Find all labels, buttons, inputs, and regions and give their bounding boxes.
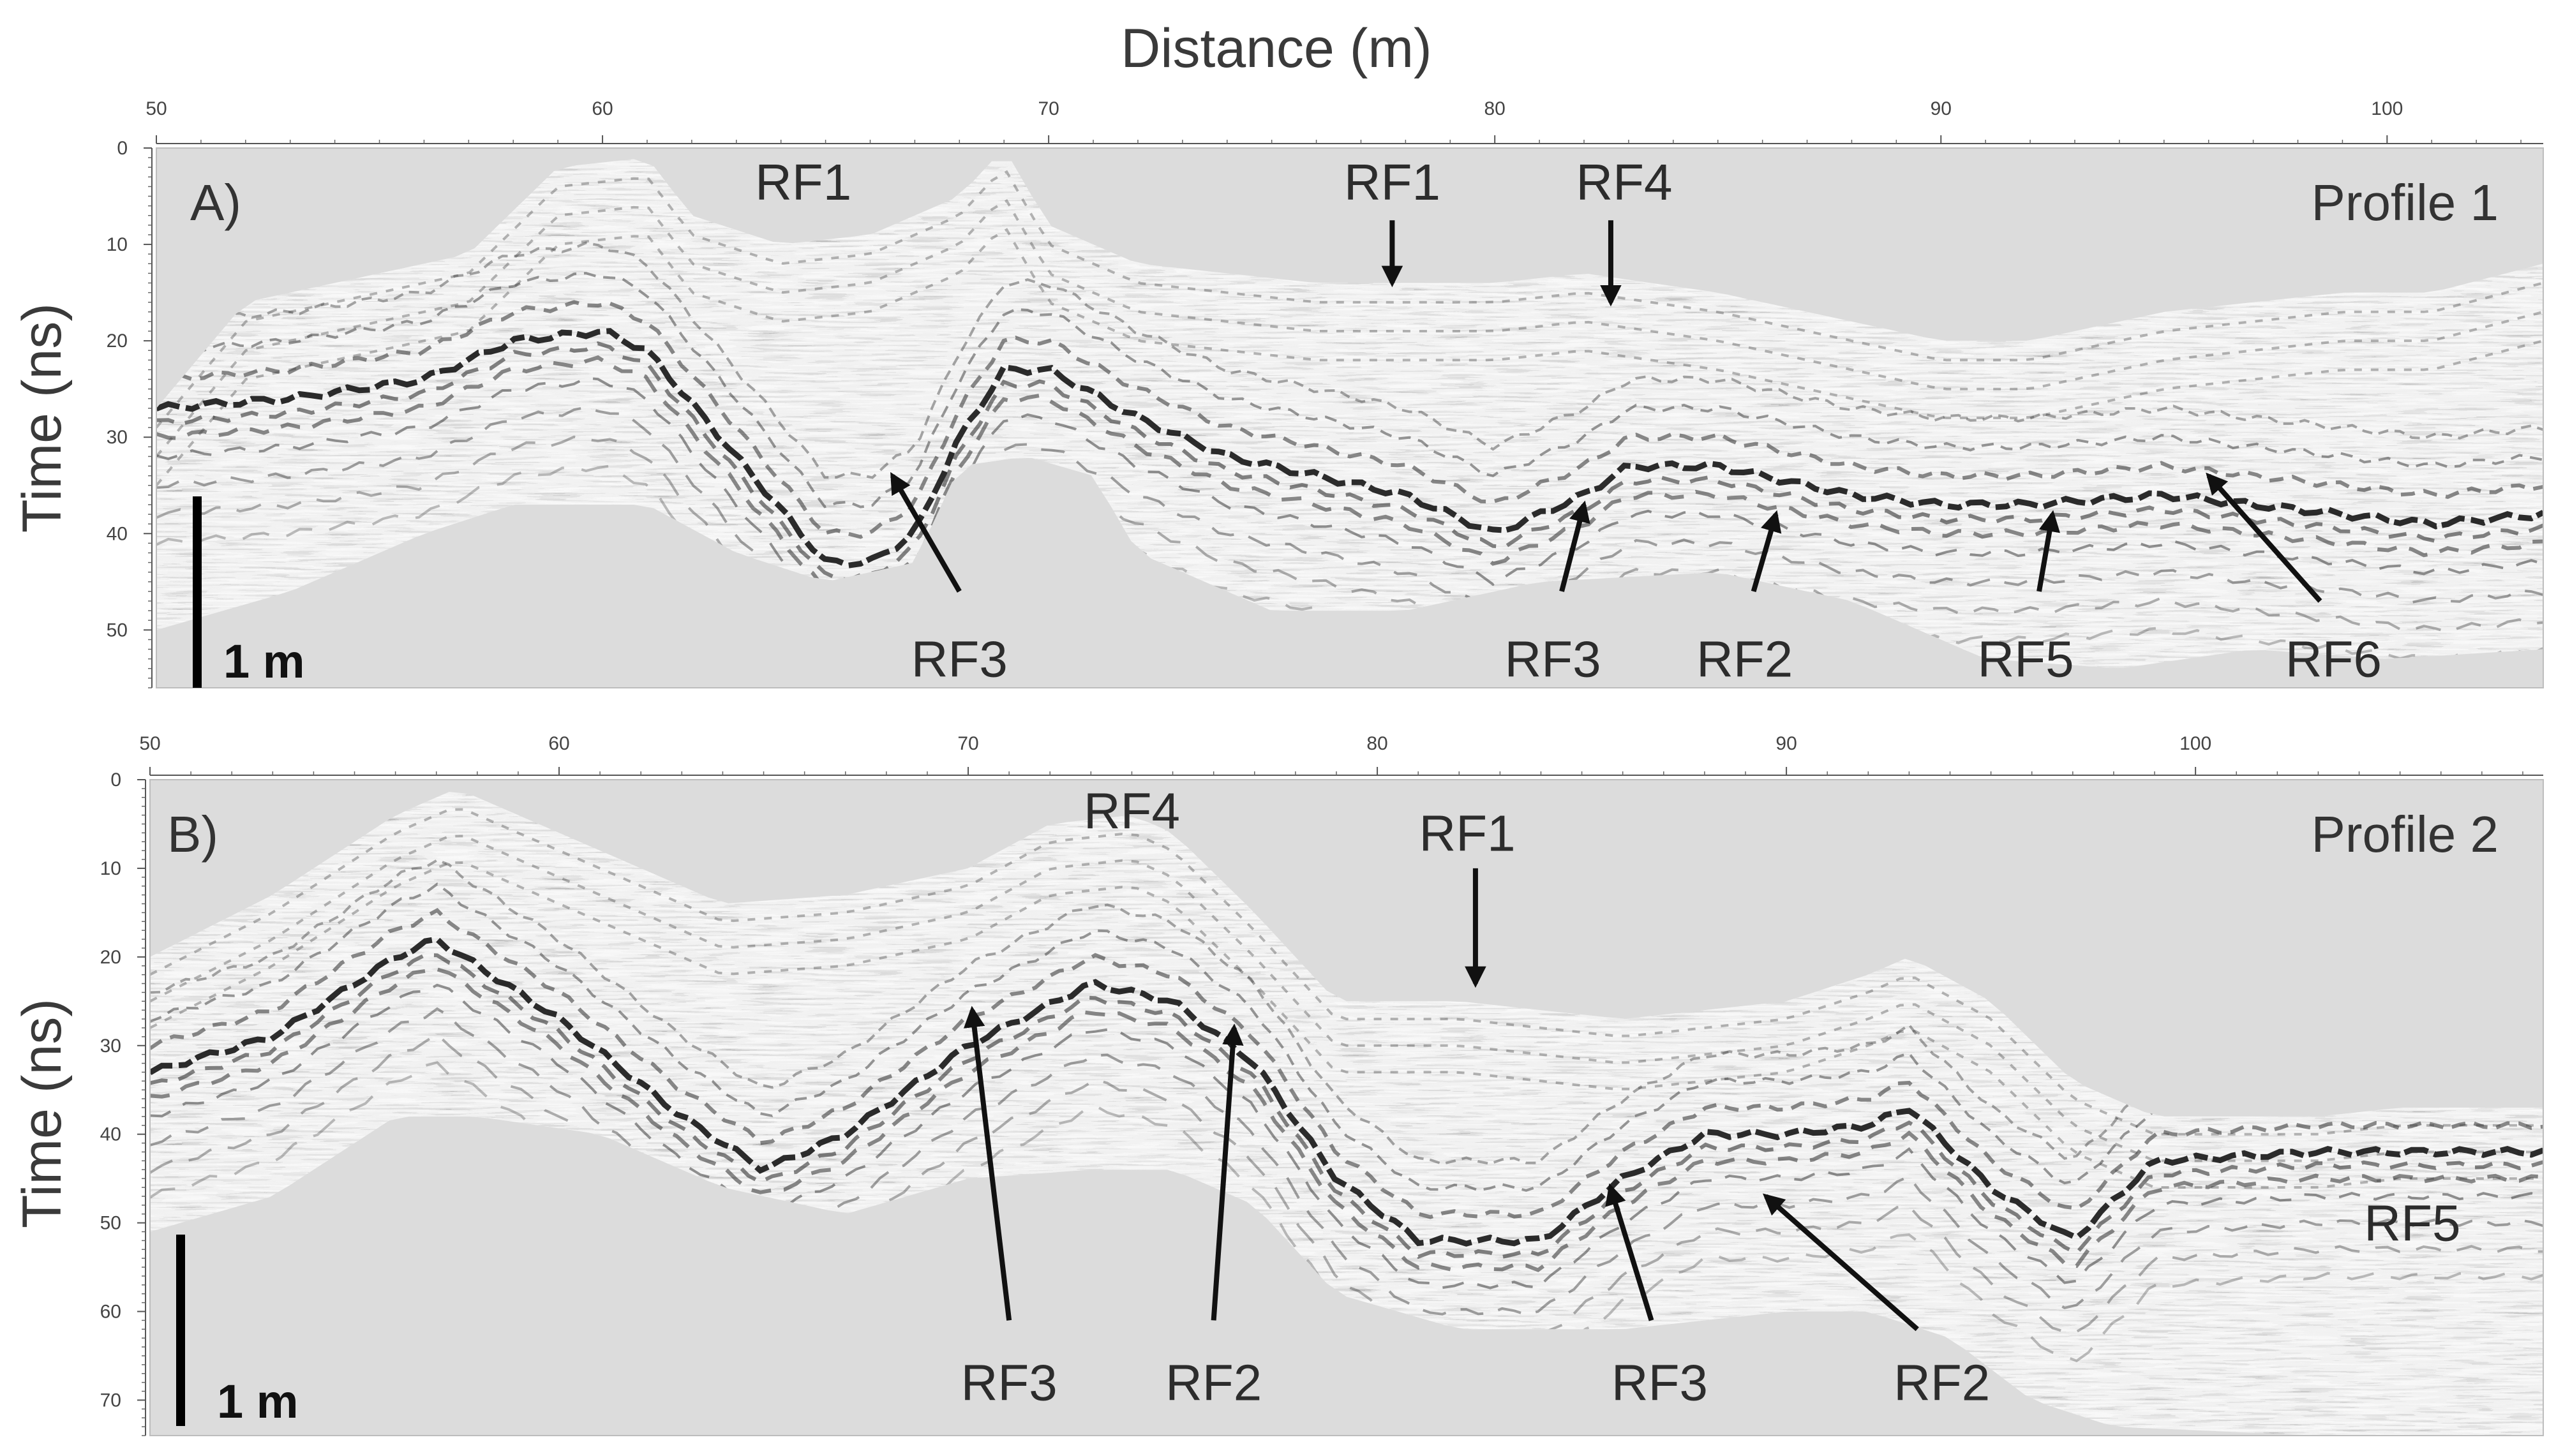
reflector-line: [150, 936, 2543, 1247]
horizon-line: [150, 861, 2543, 1189]
x-tick-label: 60: [592, 98, 613, 119]
reflector-line: [156, 341, 2543, 582]
x-tick-label: 100: [2179, 733, 2211, 754]
panel-b-annotations: RF4 RF1 RF5 RF3 RF2 RF3 RF2: [961, 783, 2461, 1411]
reflector-line: [150, 983, 2543, 1289]
horizon-line: [156, 198, 2543, 457]
annotation-label: RF5: [2364, 1195, 2460, 1252]
horizon-line: [156, 170, 2543, 429]
y-tick-label: 50: [107, 620, 128, 641]
reflector-line: [156, 355, 2543, 597]
x-tick-label: 70: [1038, 98, 1059, 119]
annotation-label: RF2: [1696, 631, 1793, 688]
x-tick-label: 100: [2371, 98, 2403, 119]
horizon-line: [150, 808, 2543, 1136]
reflector-line: [156, 241, 2543, 479]
annotation-label: RF4: [1084, 783, 1180, 840]
horizon-line: [156, 228, 2543, 487]
reflector-line: [156, 376, 2543, 614]
reflector-line: [156, 272, 2543, 509]
panel-a-frame: [156, 147, 2544, 688]
panel-b-profile-label: Profile 2: [2312, 806, 2499, 863]
annotation-label: RF3: [1611, 1355, 1708, 1411]
panel-b-y-ticks: 0 10 20 30 40 50 60 70: [100, 769, 146, 1436]
x-tick-label: 90: [1931, 98, 1952, 119]
reflector-line: [150, 1032, 2543, 1343]
annotation-arrow: [1559, 500, 1590, 592]
panel-a-scale-bar: [193, 496, 202, 688]
reflector-line: [150, 967, 2543, 1272]
y-tick-label: 10: [107, 234, 128, 255]
annotation-arrow: [1605, 1183, 1654, 1321]
reflector-line: [150, 882, 2543, 1192]
panel-b-frame: [149, 779, 2544, 1436]
y-tick-label: 30: [100, 1036, 121, 1057]
panel-b-scale-bar: [176, 1235, 185, 1426]
annotation-label: RF4: [1576, 154, 1672, 211]
reflector-line: [156, 328, 2543, 568]
y-tick-label: 0: [110, 769, 121, 791]
panel-a-x-ticks: 50 60 70 80 90 100: [146, 98, 2522, 144]
x-tick-label: 50: [139, 733, 160, 754]
y-tick-label: 70: [100, 1390, 121, 1411]
y-tick-label: 0: [117, 138, 128, 159]
x-tick-label: 90: [1775, 733, 1797, 754]
panel-a-scale-label: 1 m: [223, 635, 305, 688]
annotation-label: RF5: [1978, 631, 2074, 688]
panel-a-y-title: Time (ns): [11, 303, 73, 533]
annotation-label: RF2: [1894, 1355, 1990, 1411]
annotation-arrow: [2206, 472, 2322, 603]
y-tick-label: 20: [107, 331, 128, 352]
panel-b-scale-label: 1 m: [217, 1375, 299, 1428]
reflector-line: [150, 953, 2543, 1259]
reflector-line: [156, 435, 2543, 668]
annotation-label: RF3: [961, 1355, 1058, 1411]
panel-a-profile-label: Profile 1: [2312, 174, 2499, 231]
annotation-arrow: [890, 472, 962, 593]
annotation-arrow: [1211, 1023, 1244, 1321]
reflector-line: [150, 907, 2543, 1219]
y-tick-label: 10: [100, 858, 121, 879]
reflector-line: [156, 300, 2543, 539]
y-tick-label: 60: [100, 1302, 121, 1323]
annotation-label: RF2: [1165, 1355, 1262, 1411]
annotation-label: RF1: [755, 154, 851, 211]
annotation-label: RF6: [2285, 631, 2382, 688]
panel-a-letter: A): [190, 174, 241, 231]
y-tick-label: 30: [107, 427, 128, 448]
panel-a-annotations: RF1 RF1 RF4 RF3 RF3 RF2 RF5 RF6: [755, 154, 2382, 688]
figure-title: Distance (m): [1121, 18, 1431, 79]
annotation-arrow: [963, 1006, 1012, 1321]
x-tick-label: 60: [548, 733, 569, 754]
panel-b-letter: B): [167, 806, 218, 863]
x-tick-label: 50: [146, 98, 167, 119]
annotation-arrow: [1751, 510, 1782, 593]
y-tick-label: 40: [100, 1124, 121, 1145]
panel-b-y-title: Time (ns): [11, 999, 73, 1228]
annotation-label: RF3: [1505, 631, 1601, 688]
annotation-label: RF1: [1419, 805, 1516, 861]
horizon-line: [150, 835, 2543, 1163]
annotation-arrow: [2037, 510, 2060, 592]
annotation-label: RF3: [911, 631, 1008, 688]
panel-a-y-ticks: 0 10 20 30 40 50: [107, 138, 152, 688]
y-tick-label: 20: [100, 947, 121, 968]
annotation-arrow: [1763, 1193, 1919, 1332]
y-tick-label: 50: [100, 1213, 121, 1234]
y-tick-label: 40: [107, 523, 128, 544]
x-tick-label: 70: [957, 733, 978, 754]
panel-a: 50 60 70 80 90 100 0 10 20 30 40 50 Time (ns) A) P…: [11, 98, 2544, 688]
panel-b-x-ticks: 50 60 70 80 90 100: [139, 733, 2523, 775]
x-tick-label: 80: [1366, 733, 1387, 754]
x-tick-label: 80: [1484, 98, 1506, 119]
annotation-label: RF1: [1344, 154, 1440, 211]
